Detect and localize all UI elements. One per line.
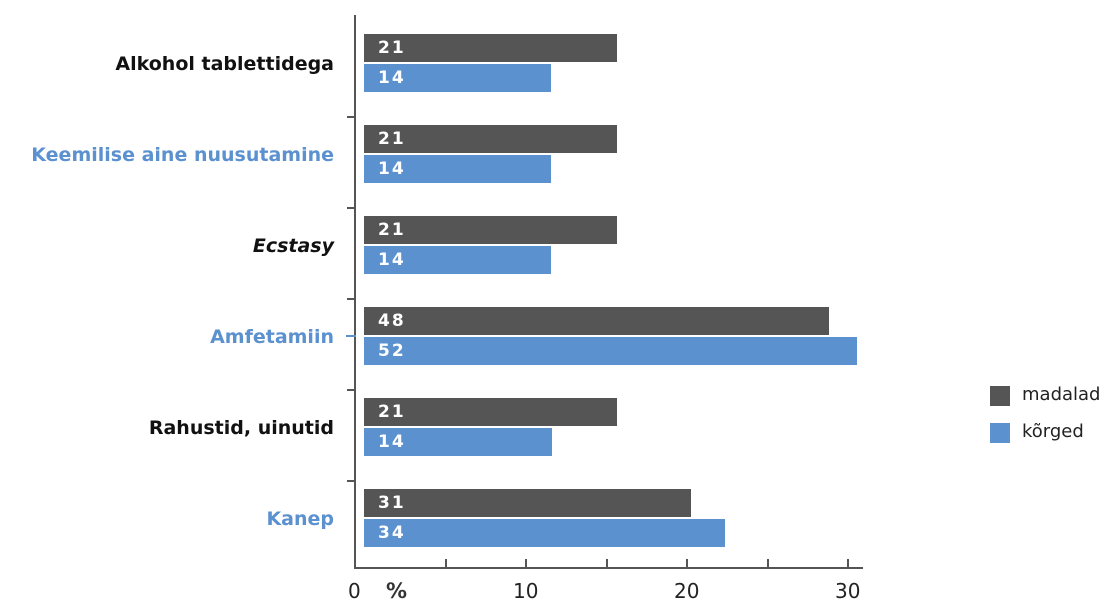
y-axis-tick bbox=[347, 207, 356, 209]
y-axis-highlight-tick bbox=[346, 335, 356, 337]
y-axis-tick bbox=[347, 116, 356, 118]
bar-value-label: 21 bbox=[378, 402, 406, 422]
category-label: Keemilise aine nuusutamine bbox=[31, 144, 334, 166]
bar-value-label: 14 bbox=[378, 68, 406, 88]
bar-value-label: 48 bbox=[378, 311, 406, 331]
x-tick-label: 10 bbox=[513, 579, 539, 603]
x-tick-label: 20 bbox=[674, 579, 700, 603]
bar-madalad bbox=[364, 307, 830, 335]
bar-value-label: 31 bbox=[378, 493, 406, 513]
x-axis-tick bbox=[686, 559, 688, 568]
y-axis-tick bbox=[347, 389, 356, 391]
x-tick-label: 0 bbox=[348, 579, 361, 603]
x-axis-line bbox=[354, 567, 864, 569]
x-tick-label: 30 bbox=[835, 579, 861, 603]
bar-value-label: 34 bbox=[378, 523, 406, 543]
legend-label: kõrged bbox=[1022, 421, 1084, 442]
bar-madalad bbox=[364, 216, 617, 244]
bar-kõrged bbox=[364, 155, 551, 183]
y-axis-line bbox=[354, 15, 356, 567]
bar-kõrged bbox=[364, 519, 725, 547]
x-axis-tick bbox=[525, 559, 527, 568]
category-label: Ecstasy bbox=[252, 235, 334, 257]
bar-value-label: 21 bbox=[378, 38, 406, 58]
bar-madalad bbox=[364, 34, 617, 62]
bar-madalad bbox=[364, 398, 617, 426]
legend-swatch-kõrged bbox=[990, 423, 1010, 443]
bar-kõrged bbox=[364, 64, 551, 92]
bar-madalad bbox=[364, 125, 617, 153]
x-axis-tick bbox=[847, 559, 849, 568]
category-label: Alkohol tablettidega bbox=[115, 53, 334, 75]
x-axis-unit: % bbox=[386, 579, 408, 603]
category-label: Rahustid, uinutid bbox=[148, 417, 334, 439]
bar-kõrged bbox=[364, 428, 553, 456]
bar-value-label: 14 bbox=[378, 159, 406, 179]
bar-madalad bbox=[364, 489, 691, 517]
bar-value-label: 52 bbox=[378, 341, 406, 361]
x-axis-tick bbox=[444, 559, 447, 568]
bar-value-label: 14 bbox=[378, 432, 406, 452]
x-axis-tick bbox=[605, 559, 608, 568]
y-axis-tick bbox=[347, 480, 356, 482]
x-axis-tick bbox=[766, 559, 769, 568]
bar-kõrged bbox=[364, 246, 551, 274]
category-label: Amfetamiin bbox=[210, 326, 334, 348]
bar-kõrged bbox=[364, 337, 857, 365]
bar-value-label: 21 bbox=[378, 220, 406, 240]
y-axis-tick bbox=[347, 298, 356, 300]
category-label: Kanep bbox=[266, 508, 334, 530]
bar-value-label: 14 bbox=[378, 250, 406, 270]
bar-value-label: 21 bbox=[378, 129, 406, 149]
legend-swatch-madalad bbox=[990, 386, 1010, 406]
legend-label: madalad bbox=[1022, 384, 1101, 405]
